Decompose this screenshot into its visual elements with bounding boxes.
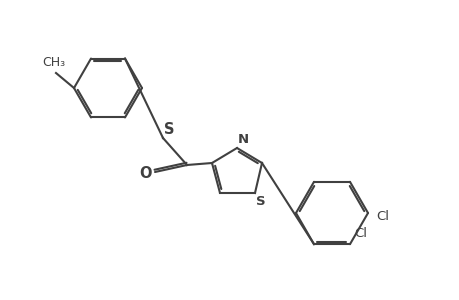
- Text: CH₃: CH₃: [42, 56, 66, 69]
- Text: Cl: Cl: [353, 227, 366, 240]
- Text: S: S: [256, 195, 265, 208]
- Text: O: O: [140, 166, 152, 181]
- Text: Cl: Cl: [375, 211, 388, 224]
- Text: S: S: [164, 122, 174, 137]
- Text: N: N: [237, 133, 249, 146]
